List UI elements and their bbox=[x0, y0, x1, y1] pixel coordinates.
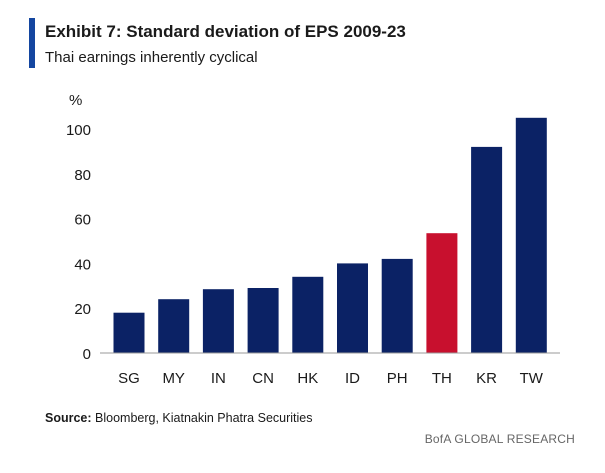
x-tick-label: IN bbox=[211, 370, 226, 387]
x-tick-label: ID bbox=[345, 370, 360, 387]
y-unit-label: % bbox=[69, 92, 82, 109]
y-tick-label: 20 bbox=[74, 301, 91, 318]
brand-footer: BofA GLOBAL RESEARCH bbox=[424, 432, 575, 446]
bar-ph bbox=[381, 258, 413, 353]
x-tick-label: MY bbox=[162, 370, 185, 387]
bar-my bbox=[158, 299, 190, 353]
bar-cn bbox=[247, 288, 279, 353]
chart-title: Exhibit 7: Standard deviation of EPS 200… bbox=[45, 22, 406, 41]
bar-in bbox=[202, 289, 234, 353]
y-tick-label: 40 bbox=[74, 256, 91, 273]
x-tick-label: PH bbox=[387, 370, 408, 387]
x-tick-label: HK bbox=[297, 370, 318, 387]
x-tick-label: CN bbox=[252, 370, 274, 387]
bar-th bbox=[426, 233, 458, 353]
y-tick-label: 80 bbox=[74, 167, 91, 184]
bar-id bbox=[337, 263, 368, 353]
source-note: Source: Bloomberg, Kiatnakin Phatra Secu… bbox=[45, 411, 313, 425]
y-tick-label: 60 bbox=[74, 212, 91, 229]
x-tick-label: TW bbox=[520, 370, 544, 387]
title-accent-bar bbox=[29, 18, 35, 68]
bar-tw bbox=[515, 117, 547, 353]
source-label: Source: bbox=[45, 411, 92, 425]
x-tick-label: SG bbox=[118, 370, 140, 387]
x-tick-label: TH bbox=[432, 370, 452, 387]
y-tick-label: 100 bbox=[66, 122, 91, 139]
bar-kr bbox=[471, 146, 503, 353]
source-text: Bloomberg, Kiatnakin Phatra Securities bbox=[91, 411, 313, 425]
chart-subtitle: Thai earnings inherently cyclical bbox=[45, 49, 258, 66]
bar-chart: % 0 20 40 60 80 100 SG MY IN CN HK ID PH TH KR TW bbox=[66, 92, 560, 387]
bar-sg bbox=[113, 312, 145, 353]
y-tick-label: 0 bbox=[83, 346, 91, 363]
x-tick-label: KR bbox=[476, 370, 497, 387]
bar-hk bbox=[292, 276, 324, 353]
